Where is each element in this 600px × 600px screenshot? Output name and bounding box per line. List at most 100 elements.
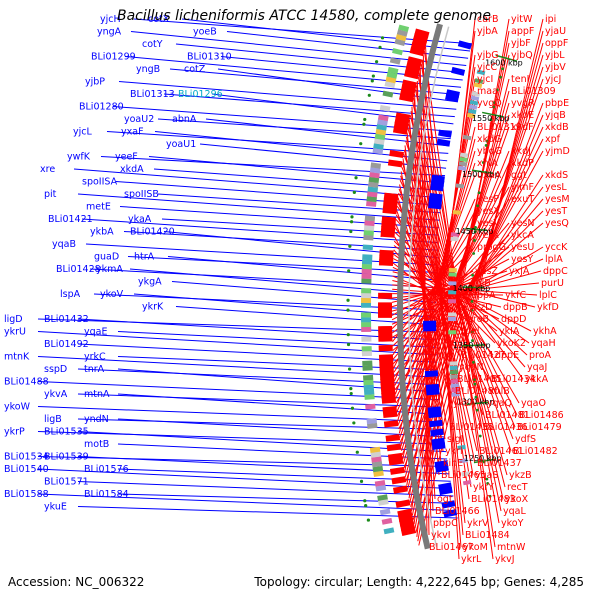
function-class-mark <box>361 293 372 299</box>
function-class-mark <box>361 336 372 342</box>
inner-function-mark <box>448 272 457 277</box>
forward-gene-label: ykfD <box>537 302 559 313</box>
reverse-gene-label: ligD <box>4 314 23 325</box>
gc-dot <box>474 226 477 229</box>
inner-function-mark <box>462 134 472 141</box>
label-leader-forward <box>420 63 496 548</box>
gc-dot <box>346 298 350 302</box>
forward-gene-label: ggt <box>511 170 527 181</box>
function-class-mark <box>387 66 399 75</box>
gc-dot <box>476 204 480 208</box>
label-leader-reverse <box>199 143 447 169</box>
gc-dot <box>473 230 477 234</box>
forward-gene-mark <box>402 79 417 89</box>
forward-gene-label: yccK <box>545 242 568 253</box>
function-class-mark <box>373 138 385 145</box>
label-leader-reverse <box>77 481 454 497</box>
forward-gene-mark <box>382 405 397 414</box>
function-class-mark <box>363 225 375 231</box>
gc-dot <box>478 434 482 438</box>
reverse-gene-mark <box>431 437 445 446</box>
function-class-mark <box>362 374 374 381</box>
inner-function-mark <box>462 479 472 486</box>
reverse-gene-mark <box>431 174 445 183</box>
label-leader-reverse <box>118 81 457 110</box>
reverse-gene-label: ykrU <box>4 327 26 338</box>
forward-gene-label: yvgQ <box>477 98 502 109</box>
function-class-mark <box>382 90 394 98</box>
label-leader-reverse <box>77 418 444 430</box>
function-class-mark <box>366 200 377 207</box>
function-class-mark <box>398 24 410 33</box>
function-class-mark <box>374 480 386 487</box>
label-leader-reverse <box>37 493 457 512</box>
gc-dot <box>471 339 474 342</box>
reverse-gene-mark <box>429 419 443 428</box>
function-class-mark <box>360 312 372 318</box>
forward-gene-label: pbpE <box>545 98 569 109</box>
right-label-leaders <box>391 18 544 560</box>
forward-gene-label: ogt <box>437 494 453 505</box>
forward-gene-label: dppC <box>543 266 568 277</box>
label-leader-reverse <box>77 456 450 475</box>
forward-gene-label: kinE <box>443 458 463 469</box>
gc-dot <box>474 395 478 399</box>
label-leader-reverse <box>77 393 441 408</box>
label-leader-reverse <box>117 418 445 438</box>
function-class-mark <box>389 57 401 65</box>
function-class-mark <box>363 379 374 386</box>
function-class-mark <box>378 499 389 506</box>
gc-dot <box>359 142 363 146</box>
gc-dot <box>485 139 489 143</box>
function-class-mark <box>366 418 377 425</box>
function-class-mark <box>371 456 382 463</box>
label-leader-reverse <box>123 231 438 251</box>
forward-gene-label: yjbG <box>477 50 499 61</box>
function-class-mark <box>392 48 403 56</box>
reverse-gene-label: BLi01576 <box>84 464 129 475</box>
function-class-mark <box>361 317 372 323</box>
label-leader-forward <box>394 186 544 391</box>
forward-gene-label: yesX <box>477 206 500 217</box>
function-class-mark <box>363 234 374 241</box>
gc-dot <box>348 244 352 248</box>
reverse-gene-label: BLi01421 <box>48 214 93 225</box>
gc-dot <box>486 481 490 485</box>
forward-gene-label: ykoX <box>505 494 529 505</box>
inner-function-mark <box>450 383 460 388</box>
reverse-gene-label: yxaF <box>121 127 144 138</box>
forward-gene-mark <box>414 28 430 39</box>
forward-gene-label: ykoY <box>501 518 524 529</box>
forward-gene-label: ydfS <box>515 434 536 445</box>
forward-gene-label: yesM <box>545 194 570 205</box>
reverse-gene-label: BLi01420 <box>130 227 175 238</box>
inner-function-mark <box>459 458 468 464</box>
label-leader-reverse <box>81 218 439 244</box>
genome-backbone <box>397 23 443 550</box>
forward-gene-label: BLi01309 <box>511 86 556 97</box>
forward-gene-label: xpf <box>545 134 561 145</box>
function-class-mark <box>375 484 387 492</box>
forward-gene-label: recT <box>507 482 528 493</box>
function-class-mark <box>361 278 372 284</box>
function-class-mark <box>384 81 396 89</box>
forward-gene-label: yesQ <box>545 218 569 229</box>
gc-dot <box>472 252 476 255</box>
inner-function-mark <box>473 82 483 89</box>
label-leader-reverse <box>89 268 437 288</box>
forward-gene-label: yesY <box>511 254 533 265</box>
forward-gene-mark <box>378 354 394 361</box>
forward-gene-mark <box>387 159 403 168</box>
inner-function-mark <box>450 236 459 242</box>
label-leader-forward <box>423 51 494 560</box>
function-class-mark <box>364 394 375 400</box>
scale-ticks: 1250 kbp 1300 kbp 1350 kbp 1400 kbp 1450 kbp… <box>453 54 523 464</box>
reverse-gene-mark <box>451 66 466 76</box>
forward-gene-mark <box>404 70 420 80</box>
forward-gene-label: yitW <box>511 14 533 25</box>
label-leader-reverse <box>77 506 458 519</box>
label-leader-forward <box>391 246 510 334</box>
function-class-mark <box>369 167 381 174</box>
